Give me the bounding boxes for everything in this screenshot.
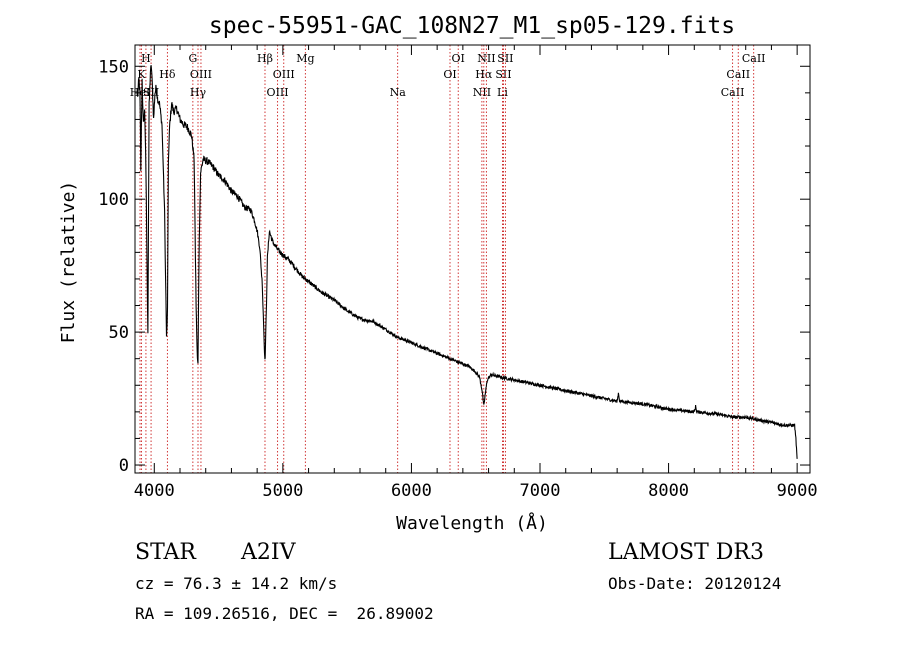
line-label: Na — [390, 86, 407, 99]
line-label: CaII — [726, 68, 750, 81]
survey-label: LAMOST DR3 — [608, 540, 764, 565]
line-label: Hα — [475, 68, 493, 81]
line-label: G — [188, 52, 197, 65]
line-label: NII — [477, 52, 495, 65]
class-label: STAR — [135, 540, 196, 565]
line-label: K — [137, 68, 146, 81]
obs-date: Obs-Date: 20120124 — [608, 574, 782, 593]
y-tick-label: 150 — [98, 57, 129, 77]
line-label: OI — [452, 52, 465, 65]
line-label: OI — [443, 68, 456, 81]
line-label: OIII — [190, 68, 212, 81]
chart-title: spec-55951-GAC_108N27_M1_sp05-129.fits — [209, 13, 735, 39]
x-tick-label: 5000 — [262, 481, 303, 501]
line-label: OIII — [273, 68, 295, 81]
x-axis: 4000 5000 6000 7000 8000 9000 — [134, 45, 818, 501]
line-label: Hγ — [190, 86, 207, 99]
y-tick-label: 0 — [119, 456, 129, 476]
plot-frame — [134, 44, 811, 474]
y-tick-label: 100 — [98, 190, 129, 210]
x-tick-label: 9000 — [777, 481, 818, 501]
line-label: Hβ — [257, 52, 273, 65]
line-label: H — [141, 52, 151, 65]
line-label: OIII — [267, 86, 289, 99]
line-label: Li — [497, 86, 508, 99]
line-label: SII — [495, 68, 511, 81]
x-axis-label: Wavelength (Å) — [396, 512, 548, 534]
subclass-label: A2IV — [241, 540, 296, 565]
line-label: SII — [497, 52, 513, 65]
line-label: Mg — [296, 52, 314, 65]
line-label: NII — [473, 86, 491, 99]
line-label: CaII — [742, 52, 766, 65]
y-axis: 0 50 100 150 — [98, 57, 810, 476]
x-tick-label: 8000 — [648, 481, 689, 501]
x-tick-label: 7000 — [520, 481, 561, 501]
spectrum-line — [137, 65, 798, 459]
line-label: Hδ — [159, 68, 176, 81]
ra-dec: RA = 109.26516, DEC = 26.89002 — [135, 604, 434, 623]
x-tick-label: 6000 — [391, 481, 432, 501]
y-axis-label: Flux (relative) — [58, 181, 79, 344]
x-tick-label: 4000 — [134, 481, 175, 501]
line-label: CaII — [721, 86, 745, 99]
redshift-cz: cz = 76.3 ± 14.2 km/s — [135, 574, 338, 593]
y-tick-label: 50 — [109, 323, 129, 343]
